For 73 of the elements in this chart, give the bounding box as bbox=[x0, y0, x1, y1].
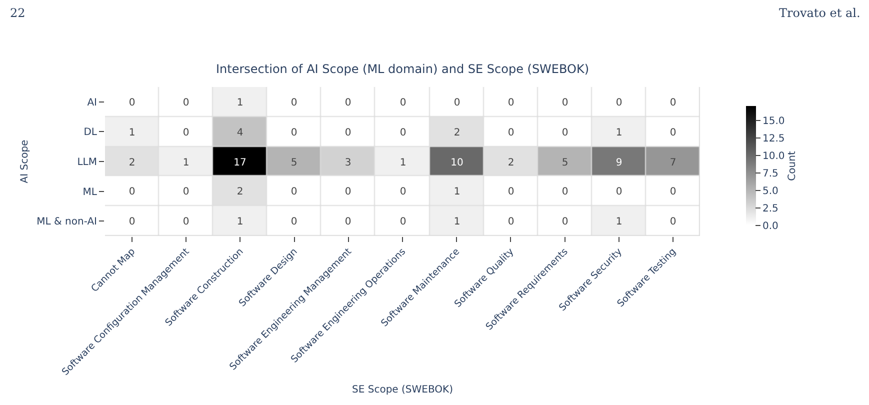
data-label: 0 bbox=[562, 98, 568, 108]
data-label: 2 bbox=[508, 158, 514, 168]
data-label: 0 bbox=[344, 216, 352, 228]
data-label: 3 bbox=[344, 158, 352, 168]
data-label: 1 bbox=[128, 128, 136, 138]
data-label: 0 bbox=[562, 216, 568, 228]
color-bar-title: Count bbox=[786, 151, 798, 181]
data-label: 0 bbox=[128, 186, 136, 198]
data-label: 10 bbox=[450, 158, 464, 168]
data-label: 0 bbox=[670, 216, 676, 228]
data-label: 0 bbox=[290, 216, 298, 228]
x-axis-title: SE Scope (SWEBOK) bbox=[352, 384, 454, 396]
color-bar-label: 2.5 bbox=[762, 203, 778, 214]
data-label: 0 bbox=[400, 128, 406, 138]
data-label: 0 bbox=[562, 128, 568, 138]
data-label: 1 bbox=[236, 216, 244, 228]
data-label: 0 bbox=[182, 98, 190, 108]
data-label: 0 bbox=[344, 186, 352, 198]
data-label: 0 bbox=[454, 98, 460, 108]
y-axis-title: AI Scope bbox=[20, 140, 31, 184]
data-label: 0 bbox=[508, 216, 514, 228]
data-label: 0 bbox=[562, 186, 568, 198]
data-label: 0 bbox=[670, 98, 676, 108]
data-label: 1 bbox=[454, 216, 460, 228]
data-label: 0 bbox=[182, 128, 190, 138]
data-label: 0 bbox=[128, 216, 136, 228]
data-label: 0 bbox=[182, 216, 190, 228]
y-tick-label: LLM bbox=[77, 157, 97, 168]
y-tick-label: ML & non-AI bbox=[36, 216, 97, 228]
data-label: 1 bbox=[236, 98, 244, 108]
data-label: 0 bbox=[344, 128, 352, 138]
data-label: 0 bbox=[290, 98, 298, 108]
data-label: 1 bbox=[616, 128, 622, 138]
data-label: 0 bbox=[616, 98, 622, 108]
data-label: 5 bbox=[562, 158, 568, 168]
data-label: 0 bbox=[290, 128, 298, 138]
data-label: 1 bbox=[182, 158, 190, 168]
data-label: 0 bbox=[508, 98, 514, 108]
color-bar-label: 10.0 bbox=[762, 150, 785, 162]
data-label: 0 bbox=[182, 186, 190, 198]
data-label: 4 bbox=[236, 128, 244, 138]
data-label: 2 bbox=[454, 128, 460, 138]
text: Trovato et al. bbox=[779, 6, 860, 20]
data-label: 0 bbox=[290, 186, 298, 198]
data-label: 0 bbox=[400, 186, 406, 198]
color-bar-label: 5.0 bbox=[762, 186, 778, 197]
data-label: 9 bbox=[616, 158, 622, 168]
data-label: 0 bbox=[344, 98, 352, 108]
y-tick-label: ML bbox=[82, 186, 98, 198]
data-label: 17 bbox=[234, 158, 246, 168]
y-tick-label: DL bbox=[84, 127, 98, 138]
data-label: 0 bbox=[670, 128, 676, 138]
data-label: 0 bbox=[400, 216, 406, 228]
data-label: 2 bbox=[236, 186, 244, 198]
text: 22 bbox=[10, 6, 26, 20]
data-label: 1 bbox=[454, 186, 460, 198]
data-label: 0 bbox=[508, 186, 514, 198]
data-label: 5 bbox=[290, 158, 298, 168]
data-label: 1 bbox=[616, 216, 622, 228]
data-label: 0 bbox=[616, 186, 622, 198]
color-bar-label: 12.5 bbox=[762, 133, 785, 144]
data-label: 2 bbox=[128, 158, 136, 168]
data-label: 0 bbox=[400, 98, 406, 108]
color-bar-label: 7.5 bbox=[762, 168, 778, 180]
data-label: 7 bbox=[670, 158, 676, 168]
data-label: 0 bbox=[670, 186, 676, 198]
data-label: 0 bbox=[508, 128, 514, 138]
color-bar-label: 15.0 bbox=[762, 116, 785, 127]
data-label: 0 bbox=[128, 98, 136, 108]
data-label: 1 bbox=[400, 158, 406, 168]
y-tick-label: AI bbox=[87, 97, 97, 108]
color-bar-label: 0.0 bbox=[762, 220, 778, 232]
chart-title: Intersection of AI Scope (ML domain) and SE Scope (SWEBOK) bbox=[216, 62, 590, 76]
